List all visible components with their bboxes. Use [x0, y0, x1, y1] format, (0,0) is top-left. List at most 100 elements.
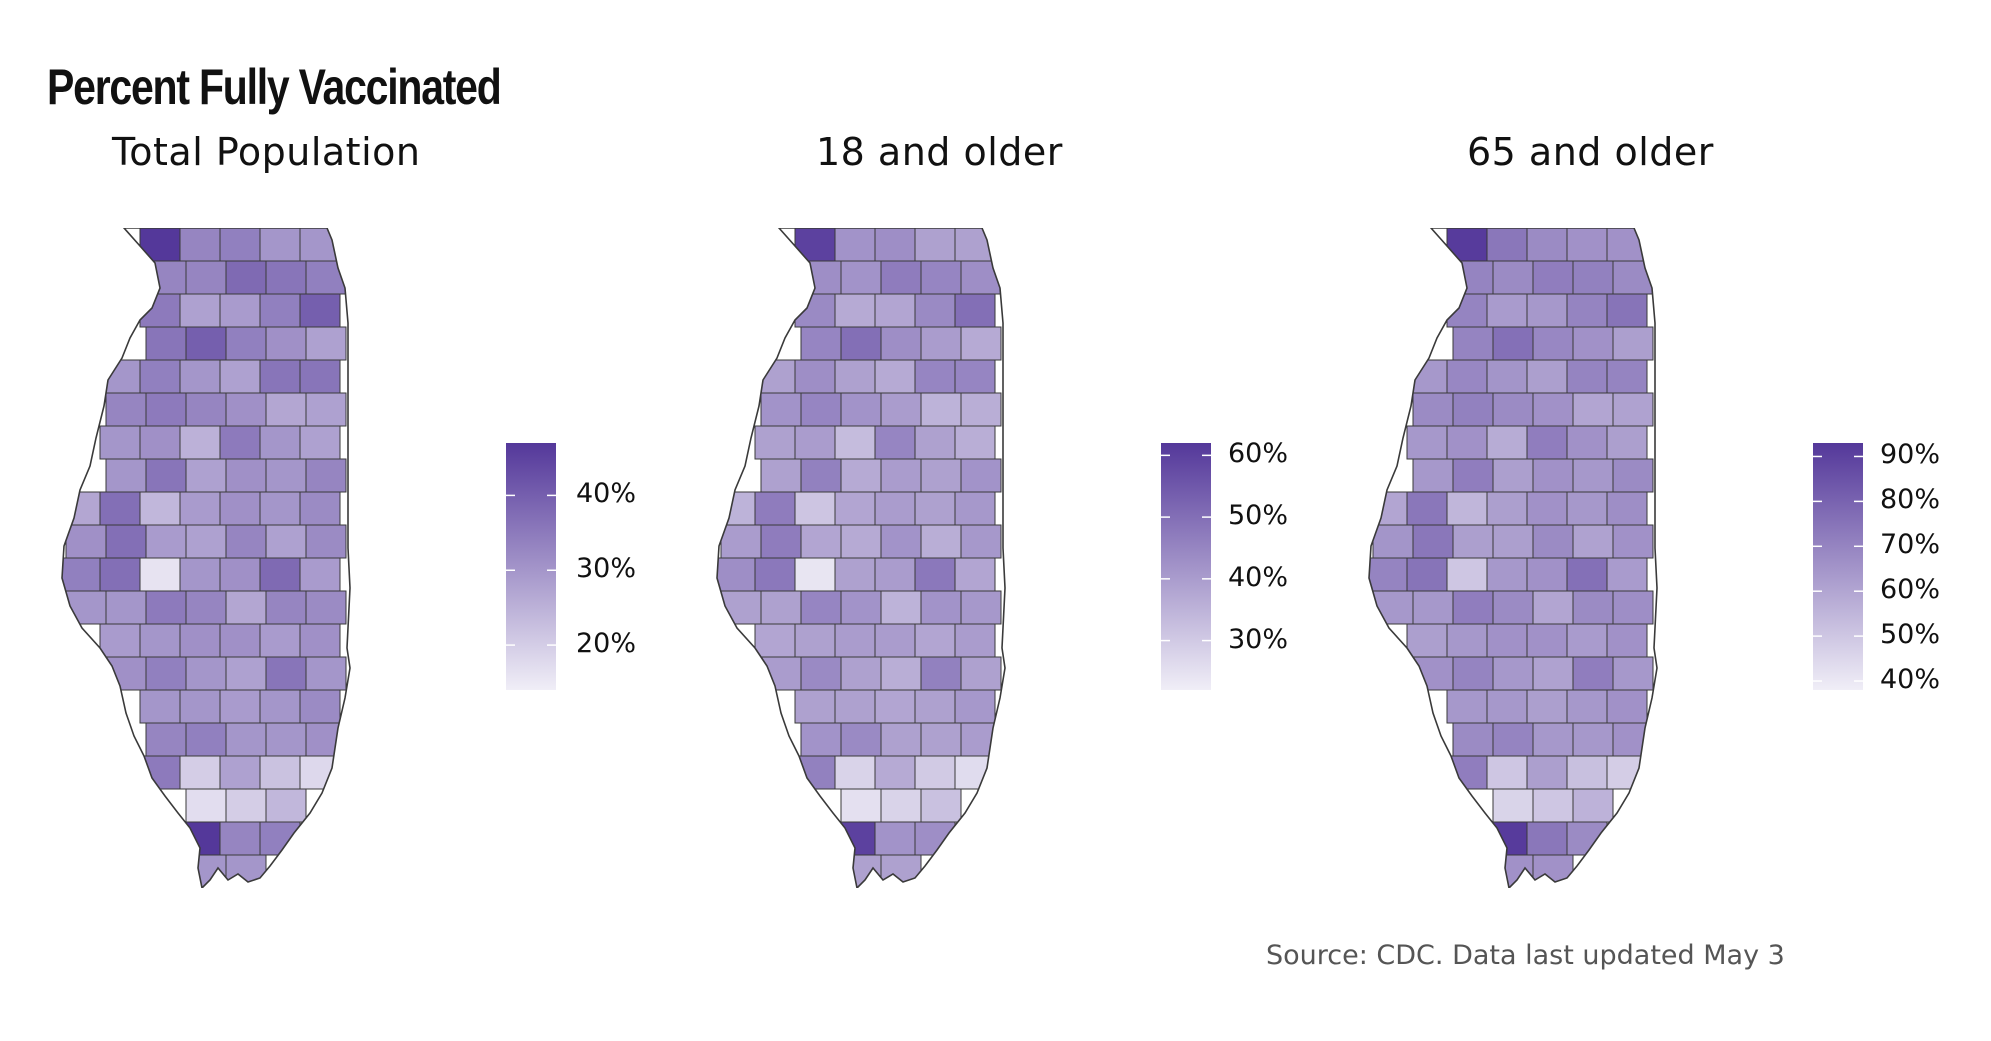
county-region	[185, 392, 227, 427]
county-region	[139, 689, 181, 724]
county-region	[1452, 656, 1494, 691]
county-region	[914, 359, 956, 394]
county-region	[1612, 524, 1654, 559]
county-region	[954, 491, 996, 526]
county-region	[880, 590, 922, 625]
county-region	[299, 359, 341, 394]
county-region	[840, 656, 882, 691]
county-region	[305, 326, 347, 361]
county-region	[105, 524, 147, 559]
county-region	[1532, 524, 1574, 559]
county-region	[145, 392, 187, 427]
county-region	[1526, 491, 1568, 526]
county-region	[299, 755, 341, 790]
county-region	[145, 722, 187, 757]
county-region	[1572, 458, 1614, 493]
county-region	[305, 524, 347, 559]
county-region	[179, 491, 221, 526]
chart-title: Percent Fully Vaccinated	[47, 59, 502, 115]
county-region	[840, 590, 882, 625]
county-region	[265, 392, 307, 427]
county-region	[880, 656, 922, 691]
county-region	[920, 260, 962, 295]
county-region	[920, 392, 962, 427]
county-region	[219, 359, 261, 394]
county-region	[914, 623, 956, 658]
county-region	[834, 755, 876, 790]
county-region	[299, 425, 341, 460]
legend-tick-label: 30%	[576, 553, 637, 585]
county-region	[760, 590, 802, 625]
county-region	[219, 623, 261, 658]
county-region	[834, 425, 876, 460]
county-region	[800, 722, 842, 757]
county-region	[265, 326, 307, 361]
county-region	[1572, 392, 1614, 427]
county-region	[259, 359, 301, 394]
county-region	[794, 228, 836, 262]
county-region	[1452, 458, 1494, 493]
county-region	[880, 326, 922, 361]
county-region	[1452, 260, 1494, 295]
county-region	[1566, 623, 1608, 658]
county-region	[914, 557, 956, 592]
county-region	[185, 722, 227, 757]
source-note: Source: CDC. Data last updated May 3	[1266, 940, 1785, 971]
county-region	[139, 623, 181, 658]
county-region	[259, 821, 301, 856]
county-region	[960, 458, 1002, 493]
county-region	[1532, 854, 1574, 888]
county-region	[1566, 821, 1608, 856]
county-region	[1492, 458, 1534, 493]
county-region	[1572, 722, 1614, 757]
county-region	[1612, 722, 1654, 757]
county-region	[954, 623, 996, 658]
county-region	[299, 293, 341, 328]
county-region	[299, 228, 341, 262]
county-region	[299, 491, 341, 526]
county-region	[794, 425, 836, 460]
county-region	[1612, 590, 1654, 625]
county-region	[305, 590, 347, 625]
county-region	[754, 557, 796, 592]
county-region	[259, 228, 301, 262]
county-region	[1492, 656, 1534, 691]
county-region	[1446, 359, 1488, 394]
county-region	[1492, 260, 1534, 295]
county-region	[1566, 359, 1608, 394]
county-region	[1526, 557, 1568, 592]
county-region	[754, 425, 796, 460]
county-region	[800, 260, 842, 295]
county-region	[1372, 590, 1414, 625]
legend-gradient-bar	[1161, 443, 1211, 690]
county-region	[1606, 755, 1648, 790]
county-region	[99, 491, 141, 526]
county-region	[760, 458, 802, 493]
county-region	[840, 260, 882, 295]
county-region	[219, 293, 261, 328]
county-region	[1492, 590, 1534, 625]
county-region	[794, 689, 836, 724]
county-region	[305, 260, 347, 295]
county-region	[920, 590, 962, 625]
county-region	[1532, 392, 1574, 427]
county-region	[179, 689, 221, 724]
county-region	[185, 656, 227, 691]
county-region	[139, 359, 181, 394]
county-region	[920, 326, 962, 361]
county-region	[1526, 689, 1568, 724]
county-region	[880, 524, 922, 559]
county-region	[874, 689, 916, 724]
county-region	[1492, 524, 1534, 559]
county-region	[960, 656, 1002, 691]
county-region	[139, 491, 181, 526]
county-region	[1572, 260, 1614, 295]
county-region	[1566, 293, 1608, 328]
county-region	[834, 228, 876, 262]
county-region	[1446, 425, 1488, 460]
county-region	[179, 557, 221, 592]
county-region	[1612, 392, 1654, 427]
county-region	[880, 854, 922, 888]
county-region	[1486, 689, 1528, 724]
county-region	[1406, 623, 1448, 658]
